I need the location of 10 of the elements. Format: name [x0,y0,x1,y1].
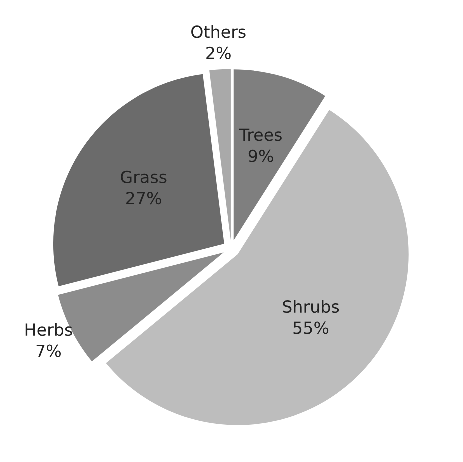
slice-label: Others [192,25,246,38]
data-label: 2% [206,46,231,60]
data-label: 27% [126,192,162,205]
data-label: 55% [294,322,329,334]
slice-label: Shrubs [283,300,340,314]
slice-label: Grass [121,170,167,184]
data-label: 7% [36,344,62,358]
slice-label: Herbs [26,323,72,336]
data-label: 9% [248,150,274,162]
slice-label: Trees [239,128,282,142]
